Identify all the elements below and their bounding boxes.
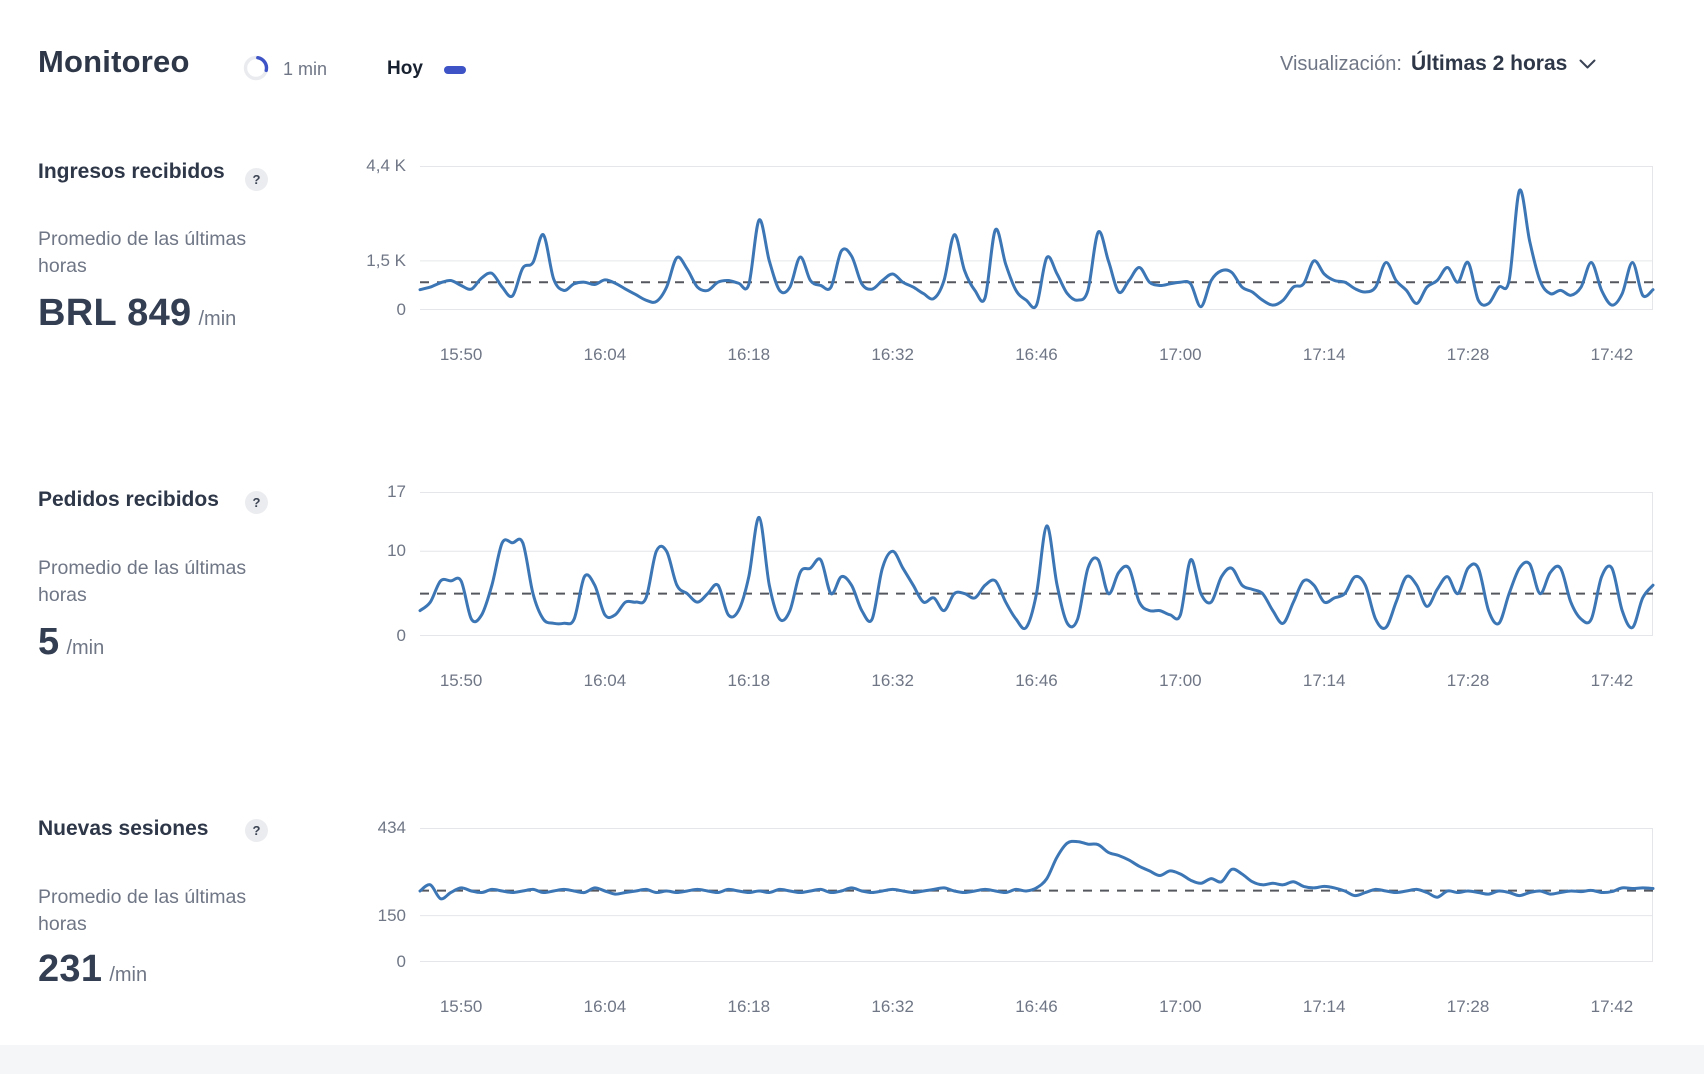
today-legend-marker[interactable] — [444, 66, 466, 74]
today-legend-label[interactable]: Hoy — [387, 58, 423, 79]
metric-value-unit: /min — [198, 308, 237, 330]
x-axis-label: 16:46 — [1015, 997, 1058, 1016]
metric-value-sesiones: 231/min — [38, 948, 147, 991]
chart-pedidos: 17 10 0 15:50 16:04 16:18 16:32 16:46 17:00 17:14… — [387, 482, 1655, 690]
series-line-today — [418, 515, 1655, 631]
y-axis-label: 0 — [396, 952, 406, 971]
x-axis-label: 16:46 — [1015, 345, 1058, 364]
metric-value-ingresos: BRL 849/min — [38, 292, 236, 335]
help-icon[interactable]: ? — [245, 491, 268, 514]
x-axis-label: 16:04 — [583, 997, 627, 1016]
metric-value-unit: /min — [66, 637, 105, 659]
metric-value-number: 5 — [38, 621, 60, 663]
x-axis-label: 16:32 — [871, 671, 914, 690]
visualization-selector: Visualización: Últimas 2 horas — [1280, 52, 1596, 76]
series-line-today — [418, 839, 1655, 901]
y-axis-label: 150 — [377, 905, 406, 925]
y-axis-label: 434 — [377, 818, 406, 837]
line-chart-ingresos — [418, 166, 1655, 310]
line-chart-sesiones — [418, 828, 1655, 962]
y-axis-label: 17 — [387, 482, 406, 501]
x-axis-label: 17:00 — [1159, 671, 1202, 690]
x-axis-label: 17:14 — [1302, 997, 1346, 1016]
refresh-interval-label: 1 min — [283, 59, 328, 79]
x-axis-label: 16:32 — [871, 997, 914, 1016]
footer-strip — [0, 1045, 1704, 1074]
x-axis-label: 15:50 — [439, 345, 483, 364]
visualization-value-dropdown[interactable]: Últimas 2 horas — [1410, 52, 1568, 75]
x-axis-label: 17:42 — [1590, 345, 1634, 364]
y-axis-label: 0 — [396, 626, 406, 645]
help-icon[interactable]: ? — [245, 819, 268, 842]
series-line-today — [418, 188, 1655, 310]
x-axis-label: 17:14 — [1302, 671, 1346, 690]
x-axis-label: 17:00 — [1159, 997, 1202, 1016]
x-axis-label: 16:46 — [1015, 671, 1058, 690]
metric-subtitle: Promedio de las últimas horas — [38, 557, 247, 606]
metric-value-unit: /min — [109, 964, 148, 986]
x-axis-label: 16:32 — [871, 345, 914, 364]
x-axis-label: 16:04 — [583, 345, 627, 364]
x-axis-label: 17:28 — [1446, 345, 1490, 364]
y-axis-label: 10 — [387, 541, 406, 561]
metric-title-pedidos: Pedidos recibidos — [38, 488, 219, 511]
x-axis-label: 16:18 — [727, 997, 771, 1016]
visualization-label: Visualización: — [1280, 52, 1402, 75]
metric-value-pedidos: 5/min — [38, 621, 104, 664]
refresh-spinner-icon — [243, 55, 269, 81]
metric-subtitle: Promedio de las últimas horas — [38, 886, 247, 935]
x-axis-label: 16:04 — [583, 671, 627, 690]
metric-title-ingresos: Ingresos recibidos — [38, 160, 225, 183]
x-axis-label: 17:42 — [1590, 997, 1634, 1016]
x-axis-label: 17:00 — [1159, 345, 1202, 364]
y-axis-label: 4,4 K — [366, 156, 406, 175]
x-axis-label: 15:50 — [439, 671, 483, 690]
line-chart-pedidos — [418, 492, 1655, 636]
x-axis-label: 17:28 — [1446, 997, 1490, 1016]
y-axis-label: 0 — [396, 300, 406, 319]
metric-value-number: BRL 849 — [38, 292, 192, 334]
x-axis-label: 17:14 — [1302, 345, 1346, 364]
x-axis-label: 17:28 — [1446, 671, 1490, 690]
x-axis-label: 16:18 — [727, 345, 771, 364]
x-axis-label: 15:50 — [439, 997, 483, 1016]
chevron-down-icon[interactable] — [1579, 59, 1596, 70]
page-title: Monitoreo — [38, 44, 190, 79]
chart-ingresos: 4,4 K 1,5 K 0 15:50 16:04 16:18 16:32 16:46 17:0… — [366, 156, 1655, 364]
help-icon[interactable]: ? — [245, 168, 268, 191]
x-axis-label: 16:18 — [727, 671, 771, 690]
metric-title-sesiones: Nuevas sesiones — [38, 817, 209, 840]
x-axis-label: 17:42 — [1590, 671, 1634, 690]
metric-subtitle: Promedio de las últimas horas — [38, 228, 247, 277]
metric-value-number: 231 — [38, 948, 103, 990]
y-axis-label: 1,5 K — [366, 250, 406, 270]
chart-sesiones: 434 150 0 15:50 16:04 16:18 16:32 16:46 17:00 17:… — [378, 818, 1655, 1016]
